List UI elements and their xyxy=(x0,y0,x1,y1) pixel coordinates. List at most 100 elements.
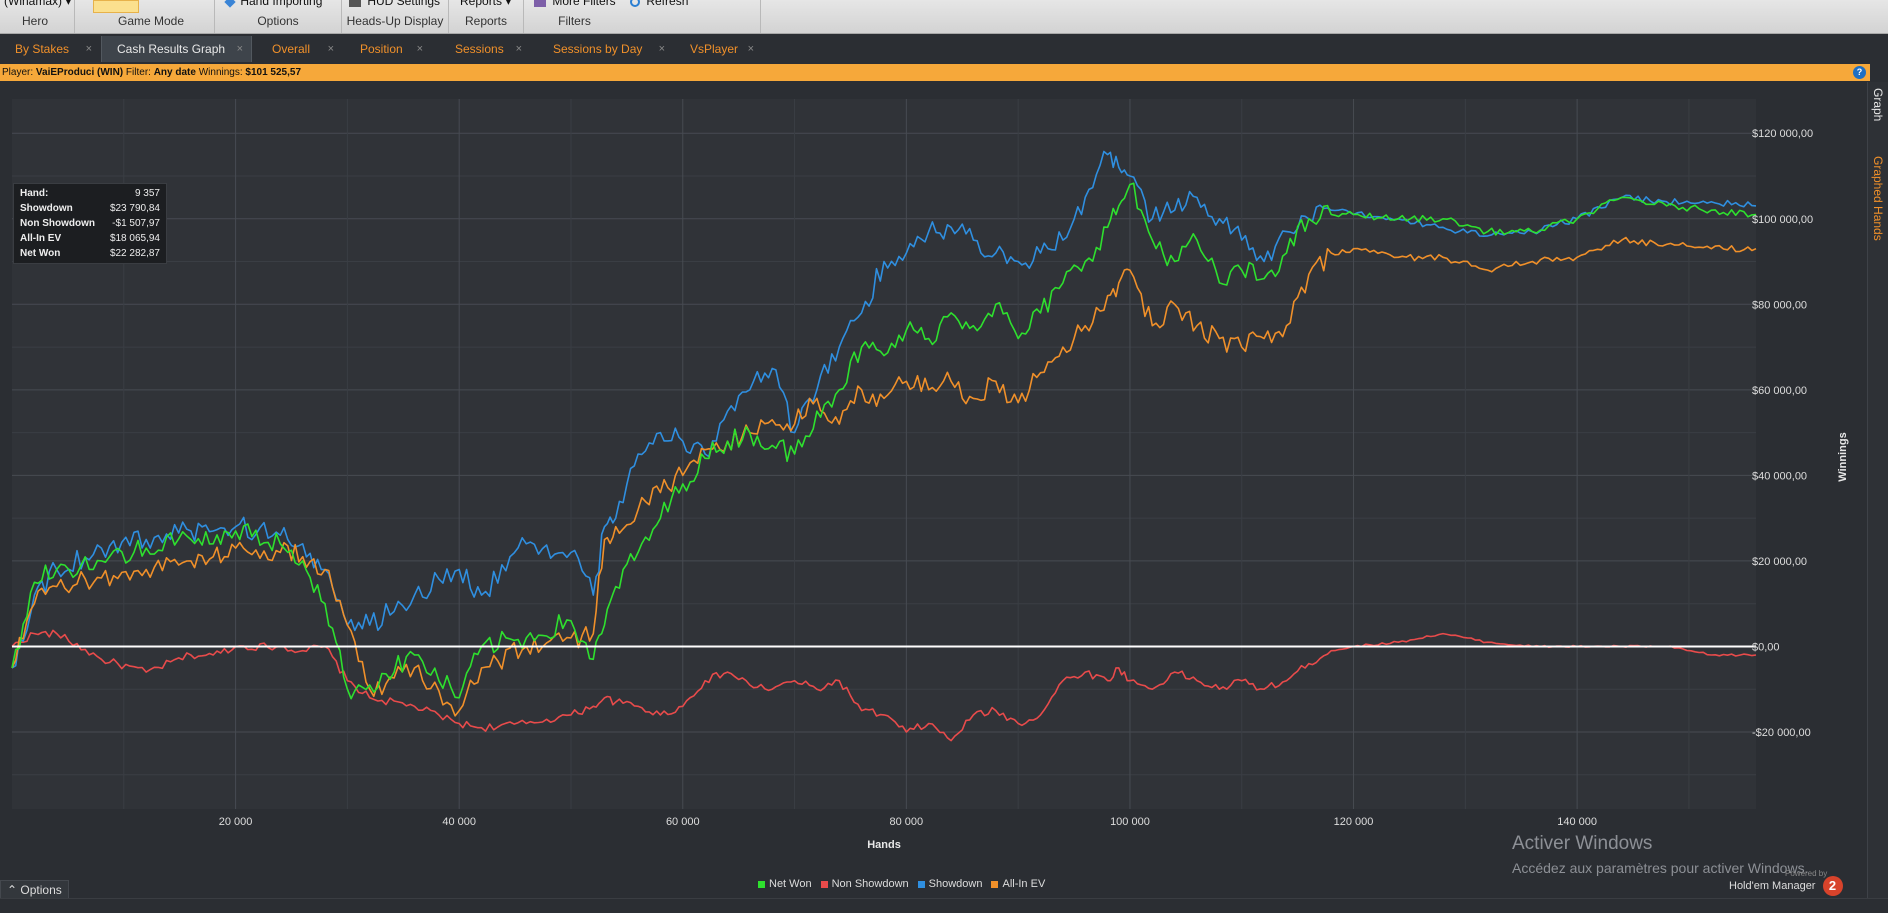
tab-label: By Stakes xyxy=(15,42,70,56)
y-tick-label: $120 000,00 xyxy=(1752,128,1813,140)
legend-swatch xyxy=(758,880,765,888)
legend-item-non-showdown[interactable]: Non Showdown xyxy=(820,878,909,890)
diamond-icon xyxy=(224,0,236,8)
filter-label: Filter: xyxy=(125,67,151,78)
ribbon-separator xyxy=(760,0,761,33)
powered-by-label: Powered by xyxy=(1785,869,1828,878)
ribbon-group-options: Hand Importing Options xyxy=(216,0,340,33)
legend-item-net-won[interactable]: Net Won xyxy=(758,878,812,890)
report-tabs: By Stakes × Cash Results Graph × Overall… xyxy=(0,36,1888,62)
x-tick-label: 80 000 xyxy=(890,816,924,828)
legend-swatch xyxy=(991,880,999,888)
ribbon-label-options: Options xyxy=(257,14,299,28)
x-tick-label: 120 000 xyxy=(1334,816,1374,828)
hud-icon xyxy=(349,0,361,7)
brand-label: Hold'em Manager xyxy=(1729,879,1816,892)
player-label: Player: xyxy=(2,67,34,78)
filter-value: Any date xyxy=(153,67,196,78)
filter-icon xyxy=(534,0,546,7)
ribbon-group-hero: (Winamax) ▾ Hero xyxy=(0,0,72,33)
hm2-logo-icon: 2 xyxy=(1822,876,1843,896)
tab-label: Sessions by Day xyxy=(553,42,643,56)
options-button[interactable]: ⌃ Options xyxy=(0,880,69,900)
legend-item-showdown[interactable]: Showdown xyxy=(917,878,982,890)
hud-settings-button[interactable]: HUD Settings xyxy=(349,0,440,8)
holdem-manager-brand: Hold'em Manager 2 xyxy=(1729,876,1843,896)
y-tick-label: $80 000,00 xyxy=(1752,299,1807,311)
ribbon-separator xyxy=(214,0,215,33)
stats-row: Net Won $22 282,87 xyxy=(18,246,162,261)
chart-legend: Net Won Non Showdown Showdown All-In EV xyxy=(758,878,1054,890)
tab-position[interactable]: Position × xyxy=(345,36,431,62)
refresh-icon xyxy=(630,0,640,7)
y-tick-label: -$20 000,00 xyxy=(1752,727,1811,739)
y-tick-label: $100 000,00 xyxy=(1752,214,1813,226)
ribbon-separator xyxy=(448,0,449,33)
stats-value: -$1 507,97 xyxy=(112,218,160,229)
hand-importing-button[interactable]: Hand Importing xyxy=(224,0,323,8)
refresh-button[interactable]: Refresh xyxy=(630,0,688,8)
close-icon[interactable]: × xyxy=(85,43,92,55)
game-mode-button[interactable] xyxy=(93,0,139,13)
player-name: VaiEProduci (WIN) xyxy=(35,67,124,78)
ribbon-label-reports: Reports xyxy=(464,14,508,28)
plot-background xyxy=(12,99,1756,809)
more-filters-button[interactable]: More Filters xyxy=(534,0,616,8)
hero-dropdown[interactable]: (Winamax) ▾ xyxy=(4,0,72,8)
watermark-title: Activer Windows xyxy=(1512,833,1653,854)
tab-cash-results-graph[interactable]: Cash Results Graph × xyxy=(101,36,252,62)
tab-by-stakes[interactable]: By Stakes × xyxy=(0,36,100,62)
reports-dropdown[interactable]: Reports ▾ xyxy=(460,0,512,8)
stats-key: Showdown xyxy=(20,203,73,214)
filter-bar: Player: VaiEProduci (WIN) Filter: Any da… xyxy=(0,64,1870,81)
stats-value: $23 790,84 xyxy=(109,203,160,214)
y-tick-label: $20 000,00 xyxy=(1752,556,1807,568)
stats-key: Non Showdown xyxy=(20,218,95,229)
y-tick-label: $40 000,00 xyxy=(1752,470,1807,482)
tab-vsplayer[interactable]: VsPlayer × xyxy=(675,36,762,62)
cash-results-chart: $120 000,00 $100 000,00 $80 000,00 $60 000,… xyxy=(0,82,1867,910)
ribbon-separator xyxy=(523,0,524,33)
stats-value: 9 357 xyxy=(134,188,160,199)
tab-sessions-by-day[interactable]: Sessions by Day × xyxy=(538,36,673,62)
close-icon[interactable]: × xyxy=(658,43,665,55)
close-icon[interactable]: × xyxy=(416,43,423,55)
series-line-net-won xyxy=(11,182,1757,700)
ribbon-label-game-mode: Game Mode xyxy=(117,14,185,28)
stats-value: $22 282,87 xyxy=(109,248,160,259)
side-tab-graphed-hands[interactable]: Graphed Hands xyxy=(1871,156,1885,241)
stats-value: $18 065,94 xyxy=(109,233,160,244)
stats-row: Showdown $23 790,84 xyxy=(18,201,162,216)
series-line-all-in-ev xyxy=(11,236,1757,717)
x-tick-label: 60 000 xyxy=(666,816,700,828)
side-tab-graph[interactable]: Graph xyxy=(1871,88,1885,122)
tab-label: Sessions xyxy=(455,42,504,56)
status-bar xyxy=(0,898,1888,911)
watermark-subtitle: Accédez aux paramètres pour activer Wind… xyxy=(1512,860,1809,876)
winnings-label: Winnings: xyxy=(198,67,243,78)
close-icon[interactable]: × xyxy=(515,43,522,55)
tab-sessions[interactable]: Sessions × xyxy=(440,36,530,62)
windows-activation-watermark: Activer Windows Accédez aux paramètres p… xyxy=(1512,833,1808,876)
y-tick-label: $0,00 xyxy=(1752,641,1780,653)
series-line-showdown xyxy=(11,150,1757,669)
x-tick-label: 20 000 xyxy=(219,816,253,828)
close-icon[interactable]: × xyxy=(327,43,334,55)
legend-item-all-in-ev[interactable]: All-In EV xyxy=(991,878,1045,890)
x-tick-label: 140 000 xyxy=(1557,816,1597,828)
close-icon[interactable]: × xyxy=(747,43,754,55)
hand-importing-label: Hand Importing xyxy=(240,0,323,8)
x-axis-title: Hands xyxy=(867,839,901,851)
ribbon-toolbar: (Winamax) ▾ Hero Game Mode Hand Importin… xyxy=(0,0,1888,34)
help-icon[interactable]: ? xyxy=(1853,66,1866,79)
tab-label: VsPlayer xyxy=(690,42,739,56)
legend-swatch xyxy=(820,880,828,888)
tab-overall[interactable]: Overall × xyxy=(257,36,342,62)
ribbon-group-filters: More Filters Refresh Filters xyxy=(525,0,760,33)
more-filters-label: More Filters xyxy=(552,0,616,8)
legend-label: Net Won xyxy=(769,878,812,890)
ribbon-label-hero: Hero xyxy=(21,14,48,28)
close-icon[interactable]: × xyxy=(236,43,243,55)
x-tick-label: 40 000 xyxy=(442,816,476,828)
hud-settings-label: HUD Settings xyxy=(367,0,441,8)
